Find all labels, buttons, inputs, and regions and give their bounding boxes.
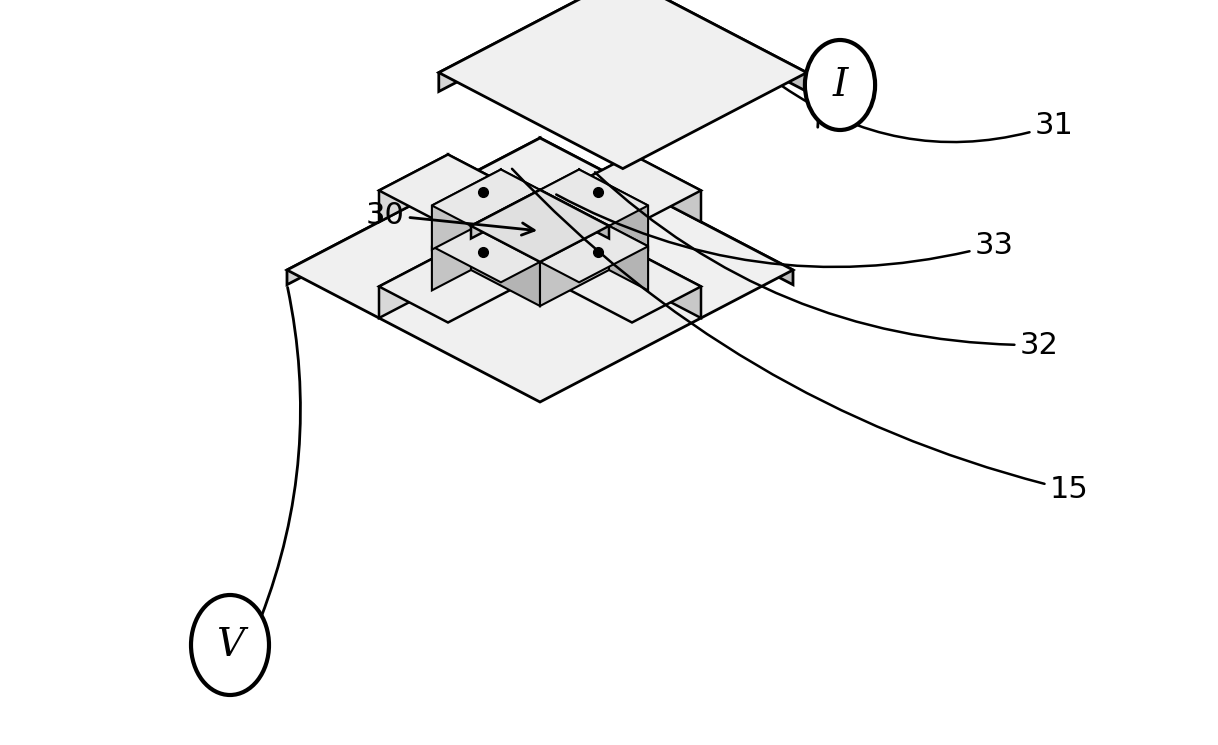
Polygon shape	[432, 170, 501, 250]
Polygon shape	[540, 170, 648, 226]
Polygon shape	[540, 138, 793, 285]
Polygon shape	[579, 170, 648, 250]
Text: 33: 33	[557, 194, 1015, 267]
Polygon shape	[432, 226, 540, 282]
Polygon shape	[632, 154, 702, 222]
Polygon shape	[379, 154, 702, 323]
Polygon shape	[287, 138, 540, 285]
Text: 32: 32	[594, 172, 1058, 360]
Text: 15: 15	[512, 169, 1089, 504]
Polygon shape	[609, 226, 648, 291]
Polygon shape	[448, 154, 702, 318]
Polygon shape	[379, 154, 448, 222]
Text: 31: 31	[782, 86, 1074, 142]
Ellipse shape	[805, 40, 875, 130]
Polygon shape	[432, 226, 471, 291]
Text: I: I	[832, 66, 848, 104]
Polygon shape	[379, 154, 632, 318]
Polygon shape	[287, 138, 793, 402]
Polygon shape	[540, 170, 579, 234]
Text: V: V	[216, 627, 244, 664]
Polygon shape	[438, 0, 622, 92]
Polygon shape	[501, 170, 540, 234]
Text: 30: 30	[365, 200, 535, 235]
Ellipse shape	[191, 595, 269, 695]
Polygon shape	[471, 226, 540, 306]
Polygon shape	[540, 190, 609, 238]
Polygon shape	[471, 190, 609, 262]
Polygon shape	[540, 226, 609, 306]
Polygon shape	[622, 0, 806, 92]
Polygon shape	[471, 190, 540, 238]
Polygon shape	[379, 154, 702, 323]
Polygon shape	[540, 226, 648, 282]
Polygon shape	[432, 170, 540, 226]
Polygon shape	[438, 0, 806, 168]
